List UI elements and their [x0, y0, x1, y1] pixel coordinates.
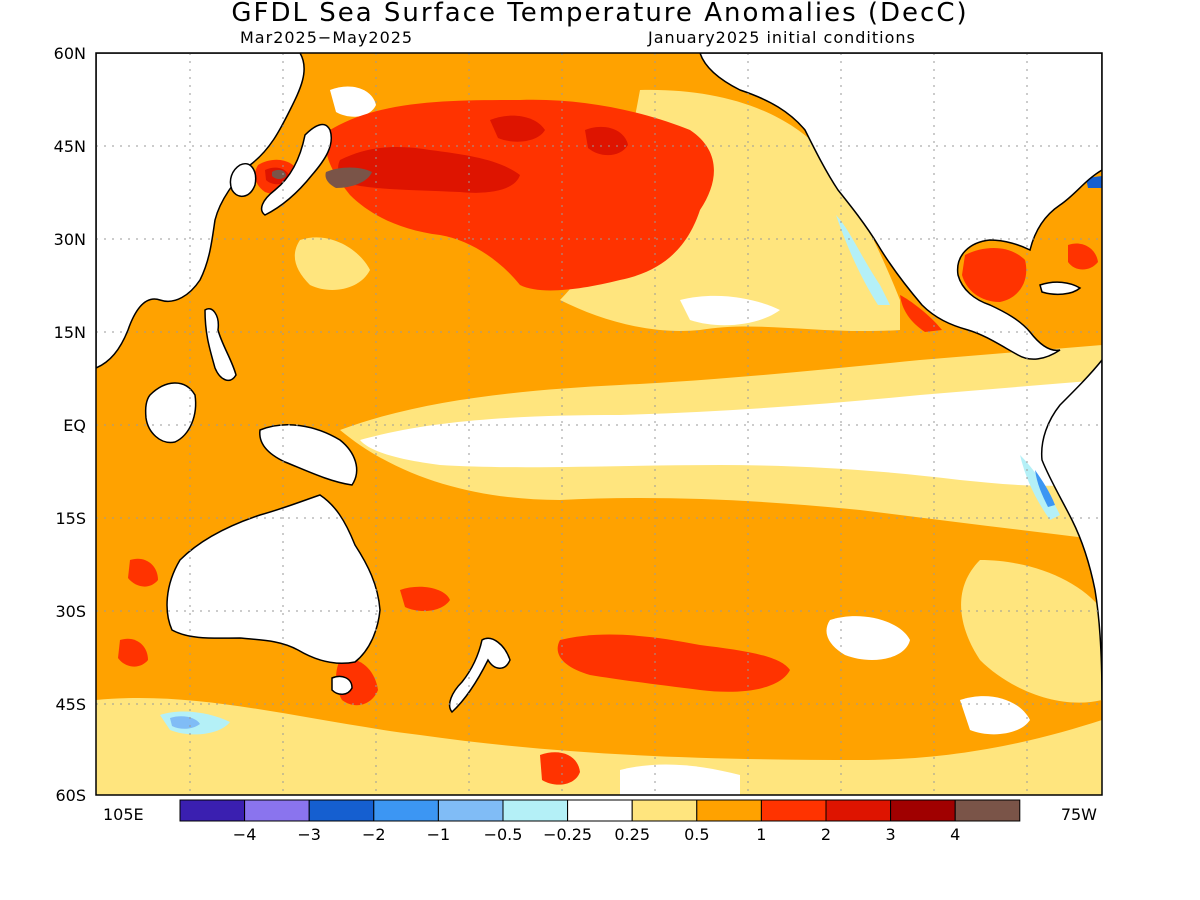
colorbar-label: −1 — [427, 825, 451, 844]
land-cuba — [1039, 281, 1082, 296]
hot-patch-gulf-mexico — [962, 248, 1027, 302]
colorbar-swatch — [760, 799, 827, 822]
neutral-equatorial-tongue — [360, 380, 1102, 486]
colorbar-swatch — [567, 799, 633, 822]
map-title: GFDL Sea Surface Temperature Anomalies (… — [231, 0, 969, 28]
lat-label-30s: 30S — [55, 602, 86, 621]
extreme-patch-japan-sea — [272, 169, 286, 179]
colorbar-label: −0.5 — [484, 825, 523, 844]
land-north-america — [699, 53, 1102, 360]
hot-patch-south-1 — [540, 752, 580, 785]
hot-patch-atlantic — [1068, 243, 1098, 270]
anomaly-field — [96, 53, 1102, 795]
very-hot-patch-mid-north — [490, 115, 545, 142]
colorbar-label: 3 — [886, 825, 896, 844]
land-philippines — [204, 308, 237, 382]
colorbar-swatch — [890, 799, 956, 822]
latitude-labels: 60N 45N 30N 15N EQ 15S 30S 45S 60S — [54, 44, 86, 805]
colorbar-swatch — [631, 799, 698, 822]
land-japan — [260, 123, 332, 216]
colorbar-label: −3 — [297, 825, 321, 844]
land-korea — [229, 163, 257, 197]
hot-patch-south-2 — [118, 638, 148, 667]
hot-patch-south-pacific-2 — [400, 586, 450, 612]
lon-label-left: 105E — [103, 805, 144, 824]
hot-patch-indian-ocean — [128, 558, 158, 587]
hot-patch-south-pacific-1 — [557, 634, 790, 692]
very-hot-core-kuroshio — [338, 147, 520, 193]
neutral-patch-south-edge — [620, 764, 740, 795]
colorbar-label: −2 — [362, 825, 386, 844]
lat-label-60s: 60S — [55, 786, 86, 805]
initial-conditions: January2025 initial conditions — [648, 28, 916, 47]
colorbar-label: 1 — [756, 825, 766, 844]
mild-patch-southeast — [961, 560, 1102, 703]
lat-label-45n: 45N — [54, 137, 86, 156]
lat-label-45s: 45S — [55, 695, 86, 714]
lat-label-30n: 30N — [54, 230, 86, 249]
lat-label-eq: EQ — [63, 416, 86, 435]
cold-patch-south-indian — [170, 716, 200, 729]
mild-patch-east-of-japan — [294, 237, 370, 290]
lon-label-right: 75W — [1061, 805, 1097, 824]
mild-band-south — [96, 698, 1102, 795]
land-new-guinea — [259, 424, 358, 486]
forecast-period: Mar2025−May2025 — [240, 28, 414, 47]
land-south-america — [1040, 358, 1102, 701]
colorbar-label: 2 — [821, 825, 831, 844]
colorbar-swatch — [825, 799, 892, 822]
colorbar-swatch — [179, 799, 246, 822]
cold-patch-peru — [1035, 470, 1055, 507]
land-tasmania — [331, 675, 353, 695]
colorbar-swatch — [308, 799, 375, 822]
colorbar-label: −4 — [233, 825, 257, 844]
colorbar-swatch — [696, 799, 762, 822]
colorbar-label: 4 — [950, 825, 960, 844]
lat-label-15n: 15N — [54, 323, 86, 342]
lat-label-60n: 60N — [54, 44, 86, 63]
neutral-patch-japan-sea — [330, 86, 376, 117]
colorbar-swatch — [244, 799, 310, 822]
colorbar-swatch — [437, 799, 504, 822]
colorbar-label: 0.5 — [684, 825, 709, 844]
cool-patch-california — [836, 215, 890, 305]
lat-label-15s: 15S — [55, 509, 86, 528]
neutral-patch-southeast-1 — [826, 616, 910, 660]
colorbar: −4 −3 −2 −1 −0.5 −0.25 0.25 0.5 1 2 3 4 — [179, 799, 1021, 844]
colorbar-swatch — [502, 799, 569, 822]
colorbar-label: 0.25 — [614, 825, 650, 844]
land-borneo — [144, 382, 197, 444]
hot-patch-central-america — [900, 295, 942, 332]
neutral-patch-mid-north — [680, 295, 780, 326]
land-asia — [96, 53, 305, 369]
colorbar-swatch — [954, 799, 1021, 822]
extreme-patch-japan-east — [325, 167, 372, 188]
land-australia — [166, 494, 381, 664]
map-frame — [95, 52, 1103, 796]
land-new-zealand — [448, 637, 511, 714]
colorbar-label: −0.25 — [543, 825, 592, 844]
neutral-patch-southeast-2 — [960, 696, 1030, 735]
colorbar-swatch — [373, 799, 439, 822]
very-hot-patch-north-2 — [585, 126, 628, 156]
